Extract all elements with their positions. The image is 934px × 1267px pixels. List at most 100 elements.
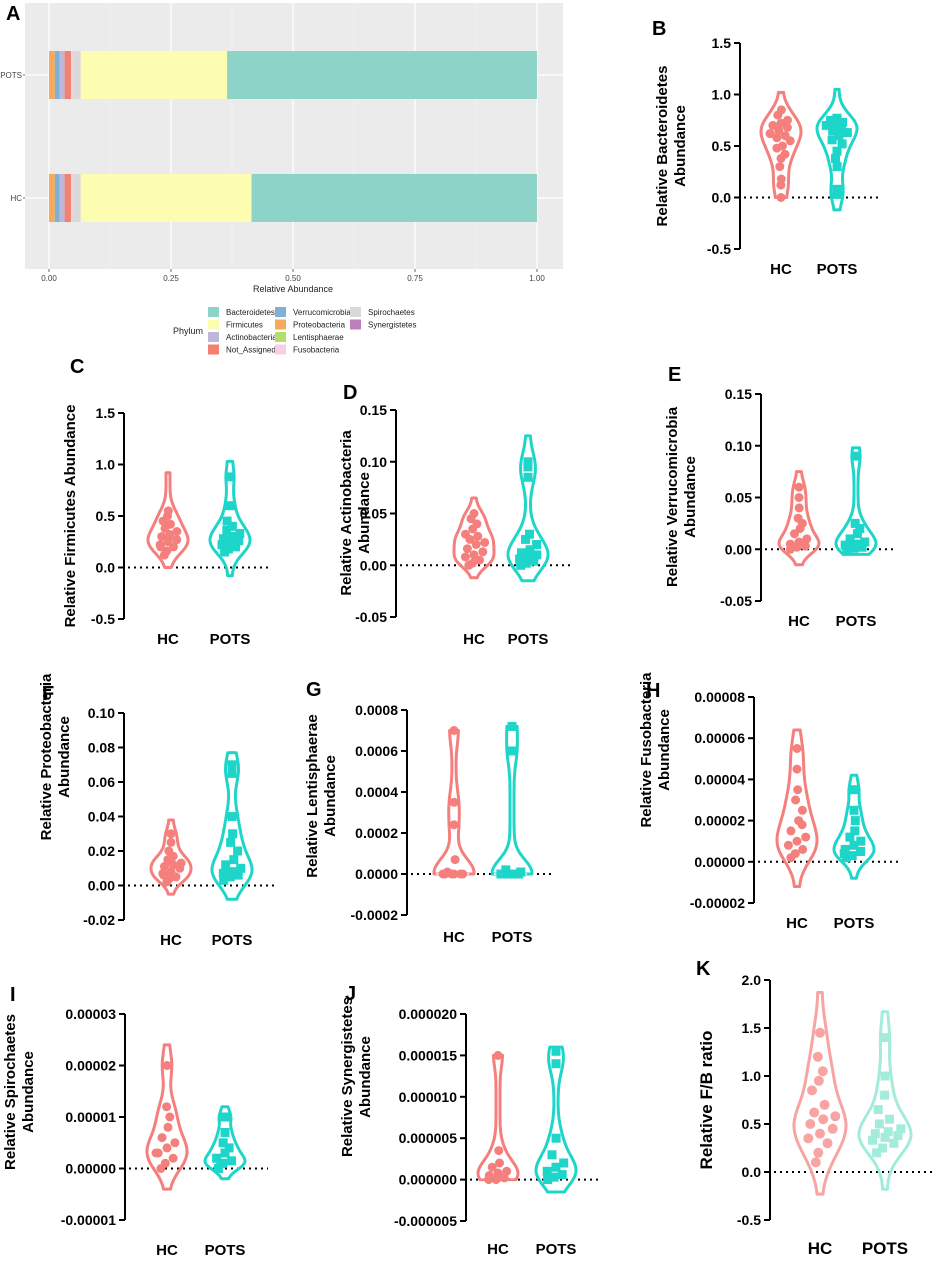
x-axis-label: Relative Abundance	[253, 284, 333, 294]
data-point	[480, 538, 490, 547]
legend-swatch	[275, 307, 286, 317]
bar-segment	[70, 174, 73, 222]
data-point	[458, 869, 468, 879]
y-tick-label: 0.00006	[694, 730, 745, 746]
data-point	[228, 829, 238, 839]
data-point	[551, 1059, 561, 1069]
data-point	[226, 837, 236, 847]
x-category-label: HC	[808, 1239, 833, 1258]
data-point	[212, 1153, 222, 1163]
data-point	[872, 1148, 882, 1158]
data-point	[218, 1138, 228, 1148]
y-tick-label: 0.5	[742, 1116, 762, 1132]
data-point	[160, 1158, 170, 1168]
data-point	[156, 542, 166, 552]
data-point	[772, 133, 782, 143]
y-axis-label: Relative Bacteroidetes	[654, 66, 671, 227]
data-point	[493, 1168, 503, 1178]
data-point	[172, 535, 182, 545]
data-point	[819, 1099, 830, 1110]
bar-segment	[70, 51, 73, 99]
y-tick-label: 0.00000	[694, 854, 745, 870]
data-point	[813, 1147, 824, 1158]
legend-swatch	[208, 344, 219, 355]
data-point	[792, 744, 802, 753]
data-point	[461, 529, 470, 539]
panel-j: J -0.000005 0.000000 0.000005 0.000010 0.0000…	[339, 983, 600, 1258]
data-point	[516, 560, 526, 570]
violin-outline	[777, 470, 821, 567]
data-point	[778, 141, 787, 151]
y-tick-label: 0.00001	[65, 1109, 116, 1125]
legend-swatch	[275, 319, 286, 330]
data-point	[227, 867, 237, 877]
data-point	[849, 840, 859, 850]
bar-segment	[72, 174, 81, 222]
data-point	[885, 1114, 894, 1124]
y-tick-label: 0.0008	[355, 702, 398, 718]
data-point	[234, 536, 244, 546]
violin-outline	[146, 471, 190, 569]
x-category-label: HC	[788, 613, 810, 630]
bar-segment	[64, 51, 71, 99]
legend-label: Spirochaetes	[368, 308, 415, 317]
y-axis-label: Abundance	[56, 716, 73, 798]
y-tick-label: 0.00008	[694, 689, 745, 705]
x-tick-label: 0.75	[407, 274, 423, 283]
data-point	[874, 1119, 884, 1129]
data-point	[172, 527, 182, 536]
x-category-label: POTS	[210, 631, 251, 648]
data-point	[551, 1046, 561, 1056]
data-point	[168, 1153, 178, 1163]
y-tick-label: POTS	[0, 71, 22, 80]
data-point	[493, 1050, 503, 1060]
data-point	[797, 805, 807, 815]
data-point	[551, 1133, 561, 1143]
panel-letter-g: G	[306, 679, 322, 701]
data-point	[850, 518, 860, 528]
data-point	[460, 552, 470, 562]
data-point	[225, 501, 235, 511]
violin-outline	[792, 990, 848, 1196]
data-point	[845, 534, 855, 544]
data-point	[471, 540, 481, 549]
data-point	[768, 120, 778, 130]
y-tick-label: 0.0002	[355, 825, 398, 841]
y-tick-label: -0.000005	[394, 1213, 457, 1229]
data-point	[815, 1128, 825, 1139]
violin-outline	[832, 773, 876, 880]
data-point	[801, 832, 811, 842]
data-point	[852, 529, 862, 539]
panel-e: E -0.05 0.00 0.05 0.10 0.15 Relative Verrucomi…	[664, 364, 896, 630]
data-point	[832, 184, 842, 194]
data-point	[462, 544, 472, 554]
y-axis-label: Abundance	[682, 456, 699, 538]
data-point	[855, 524, 865, 533]
data-point	[547, 1150, 557, 1160]
bar-segment	[80, 174, 252, 222]
y-tick-label: -0.5	[707, 241, 731, 257]
violin-outline	[149, 818, 193, 896]
data-point	[821, 120, 831, 130]
data-point	[218, 534, 228, 544]
y-axis-label: Relative Proteobacteria	[38, 673, 55, 840]
data-point	[840, 540, 850, 550]
data-point	[225, 472, 235, 482]
y-axis-label: Relative F/B ratio	[697, 1031, 716, 1170]
y-tick-label: -0.05	[720, 593, 752, 609]
x-category-label: POTS	[836, 613, 877, 630]
data-point	[523, 472, 533, 482]
data-point	[822, 1138, 833, 1149]
data-point	[223, 544, 233, 554]
data-point	[495, 1158, 504, 1168]
data-point	[165, 1112, 175, 1122]
data-point	[517, 548, 526, 558]
y-tick-label: 0.000020	[399, 1006, 458, 1022]
data-point	[810, 1157, 821, 1168]
x-category-label: POTS	[492, 929, 533, 946]
data-point	[213, 1164, 223, 1173]
x-tick-label: 1.00	[529, 274, 545, 283]
y-axis-label: Abundance	[20, 1051, 37, 1133]
x-category-label: HC	[156, 1242, 178, 1259]
y-tick-label: 0.00004	[694, 771, 745, 787]
